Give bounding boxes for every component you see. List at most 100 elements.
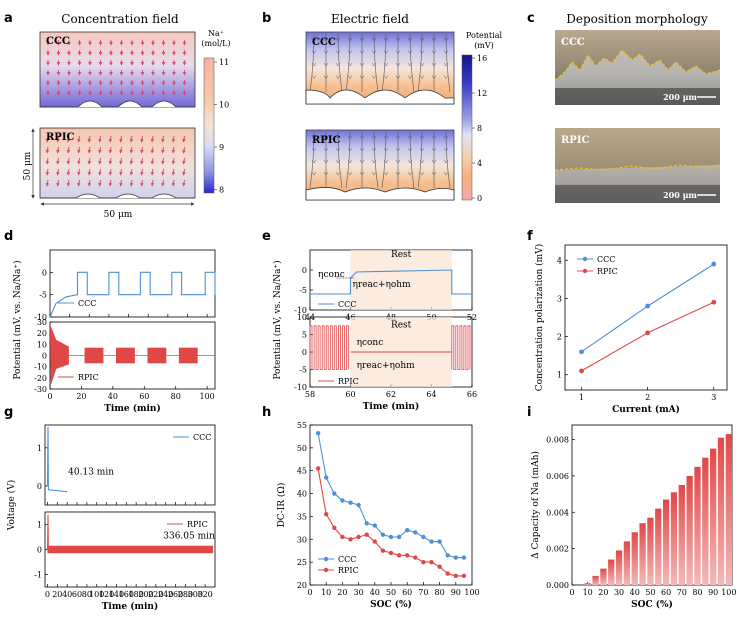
field-arrowhead xyxy=(347,135,353,140)
x-tick-label: 64 xyxy=(426,390,436,399)
rpic-point xyxy=(356,534,361,540)
rpic-point xyxy=(324,511,329,517)
field-arrowhead xyxy=(395,75,401,79)
field-arrowhead xyxy=(311,159,317,164)
flux-arrow xyxy=(66,168,71,176)
ccc-point xyxy=(315,431,321,436)
flux-arrow xyxy=(140,135,144,143)
field-arrowhead xyxy=(323,135,329,140)
y-tick-label: 4 xyxy=(557,256,562,265)
ccc-end-label: 40.13 min xyxy=(68,468,114,478)
field-arrowhead xyxy=(407,50,413,54)
x-tick-label: 80 xyxy=(692,588,702,597)
dim-label-y: 50 μm xyxy=(23,151,33,180)
bar xyxy=(702,457,709,585)
flux-arrow xyxy=(56,135,60,143)
field-arrowhead xyxy=(323,37,329,42)
x-tick-label: 50 xyxy=(386,588,396,597)
x-tick-label: 20 xyxy=(76,392,86,401)
field-arrowhead xyxy=(347,147,353,152)
scalebar-label-ccc: 200 μm xyxy=(663,92,697,102)
y-tick-label: -10 xyxy=(294,383,307,392)
rpic-point xyxy=(332,525,337,531)
ccc-field-lines xyxy=(309,33,451,93)
ccc-flux-arrows xyxy=(46,40,187,96)
legend-label: CCC xyxy=(597,255,615,264)
x-tick-label: 90 xyxy=(708,588,718,597)
chart-h: 0 10 20 30 40 50 60 70 80 90 100 20 25 30 35 40 45 50 55 CC… xyxy=(276,421,480,610)
field-arrowhead xyxy=(359,62,365,67)
field-arrowhead xyxy=(419,159,425,164)
y-tick-label: 0 xyxy=(302,266,307,275)
field-arrowhead xyxy=(311,75,317,79)
field-arrowhead xyxy=(371,75,377,79)
x-tick-label: 280 xyxy=(178,590,193,599)
flux-arrow xyxy=(45,135,50,143)
bar xyxy=(694,466,701,585)
rpic-point xyxy=(372,539,377,544)
flux-arrow xyxy=(171,179,176,187)
flux-arrow xyxy=(66,179,71,187)
y-tick-label: 55 xyxy=(297,421,307,430)
rpic-point xyxy=(579,368,584,374)
y-tick-label: 10 xyxy=(297,313,307,322)
bar xyxy=(710,448,717,585)
ccc-point xyxy=(579,349,584,355)
label-rpic-b: RPIC xyxy=(312,135,341,146)
field-arrowhead xyxy=(419,135,425,140)
panel-label-i: i xyxy=(527,405,531,420)
rpic-point xyxy=(364,532,369,537)
title-morphology: Deposition morphology xyxy=(566,12,708,26)
panel-label-h: h xyxy=(262,405,271,420)
field-line xyxy=(345,33,351,93)
field-line xyxy=(445,131,451,189)
label-rpic-c: RPIC xyxy=(561,135,590,146)
field-arrowhead xyxy=(311,171,317,176)
field-arrowhead xyxy=(371,171,377,176)
field-arrowhead xyxy=(443,135,449,140)
field-arrowhead xyxy=(443,62,449,67)
x-tick-label: 80 xyxy=(82,590,92,599)
flux-arrow xyxy=(150,168,155,176)
x-tick-label: 160 xyxy=(119,590,134,599)
y-tick-label: 0 xyxy=(37,546,42,555)
field-arrowhead xyxy=(443,147,449,152)
field-arrowhead xyxy=(371,62,377,67)
y-tick-label: 3 xyxy=(557,294,562,303)
x-tick-label: 60 xyxy=(661,588,671,597)
panel-label-e: e xyxy=(262,229,271,244)
ccc-point xyxy=(324,475,329,480)
field-arrowhead xyxy=(419,171,425,176)
x-tick-label: 60 xyxy=(72,590,82,599)
field-arrowhead xyxy=(383,159,389,164)
x-tick-label: 100 xyxy=(200,392,215,401)
rest-label: Rest xyxy=(391,250,412,260)
y-tick-label: 0.004 xyxy=(546,508,569,517)
field-arrowhead xyxy=(335,135,341,140)
bar xyxy=(592,575,599,585)
x-axis-label: SOC (%) xyxy=(631,599,673,610)
rpic-point xyxy=(388,550,394,556)
flux-arrow xyxy=(150,135,155,143)
flux-arrow xyxy=(182,157,186,165)
flux-arrow xyxy=(171,135,176,143)
x-axis-label: Current (mA) xyxy=(612,404,680,415)
flux-arrow xyxy=(45,146,50,154)
colorbar-tick-label: 8 xyxy=(219,186,224,195)
field-arrowhead xyxy=(335,147,341,152)
rpic-point xyxy=(429,559,434,565)
rpic-burst xyxy=(147,347,167,364)
x-tick-label: 40 xyxy=(630,588,640,597)
panel-label-g: g xyxy=(4,405,13,420)
legend-label: CCC xyxy=(78,299,96,308)
rpic-point xyxy=(421,559,426,565)
field-arrowhead xyxy=(431,62,437,67)
flux-arrow xyxy=(66,135,71,143)
field-line xyxy=(373,33,379,93)
eta-reac-label: ηreac+ηohm xyxy=(357,361,416,371)
flux-arrow xyxy=(66,157,71,165)
x-tick-label: 0 xyxy=(45,590,50,599)
ccc-point xyxy=(388,534,394,540)
